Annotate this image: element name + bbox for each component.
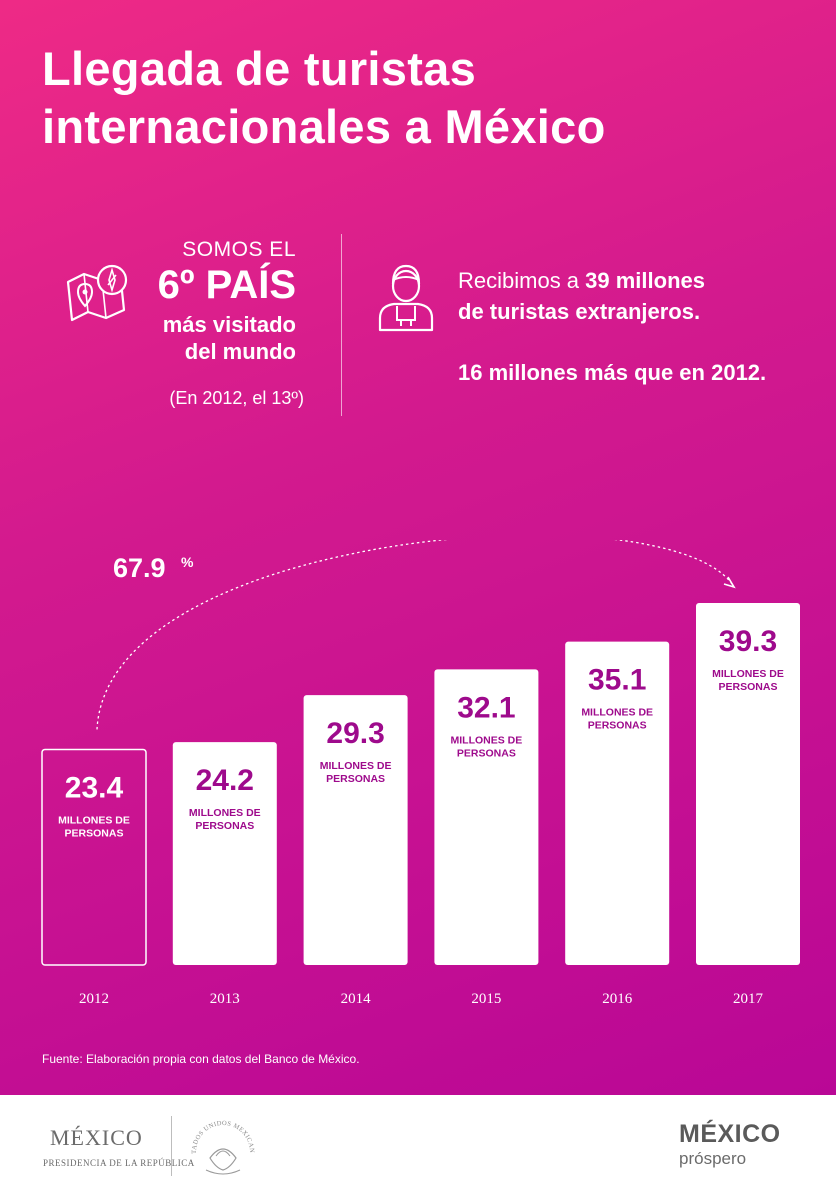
bar-unit-label: PERSONAS <box>457 747 516 759</box>
title-line-1: Llegada de turistas <box>42 42 477 95</box>
tourists-line-1: Recibimos a 39 millones <box>458 268 705 294</box>
bar-unit-label: MILLONES DE <box>189 807 261 819</box>
bar-unit-label: PERSONAS <box>65 827 124 839</box>
footer <box>0 1095 836 1200</box>
tourist-person-icon <box>378 264 434 332</box>
rank-line-1: más visitado <box>162 312 296 337</box>
bar-unit-label: MILLONES DE <box>712 668 784 680</box>
bar-2013 <box>172 742 277 965</box>
bar-unit-label: PERSONAS <box>326 773 385 785</box>
seal-text: ESTADOS UNIDOS MEXICANOS <box>186 1112 255 1154</box>
source-note: Fuente: Elaboración propia con datos del… <box>42 1052 360 1066</box>
bar-value-label: 35.1 <box>588 664 646 697</box>
infographic-poster: Llegada de turistas internacionales a Mé… <box>0 0 836 1095</box>
national-seal-icon: ESTADOS UNIDOS MEXICANOS <box>186 1112 255 1175</box>
rank-line-2: del mundo <box>184 339 296 364</box>
x-tick-label: 2013 <box>210 991 240 1007</box>
bar-value-label: 29.3 <box>326 717 384 750</box>
tourists-line-1-prefix: Recibimos a <box>458 268 586 293</box>
bar-unit-label: MILLONES DE <box>581 707 653 719</box>
bar-unit-label: MILLONES DE <box>58 814 130 826</box>
brand-logo-line-2: próspero <box>679 1149 747 1168</box>
bar-unit-label: PERSONAS <box>588 720 647 732</box>
bar-value-label: 24.2 <box>196 764 254 797</box>
rank-prefix: SOMOS EL <box>182 238 296 261</box>
bar-2015 <box>434 669 539 965</box>
tourists-increase: 16 millones más que en 2012. <box>458 360 767 385</box>
page-title: Llegada de turistas internacionales a Mé… <box>42 40 802 156</box>
bar-2014 <box>303 695 408 965</box>
brand-logo-line-1: MÉXICO <box>679 1120 781 1148</box>
stat-divider <box>341 234 342 416</box>
logo-separator <box>171 1116 172 1176</box>
bar-2012 <box>41 748 147 966</box>
bar-2016 <box>565 641 670 965</box>
x-tick-label: 2016 <box>602 991 633 1007</box>
bar-value-label: 39.3 <box>719 625 777 658</box>
growth-arrowhead <box>723 576 736 589</box>
map-compass-icon <box>66 264 128 322</box>
bar-value-label: 32.1 <box>457 691 515 724</box>
x-tick-label: 2012 <box>79 991 109 1007</box>
growth-label: 67.9 <box>113 553 166 583</box>
rank-value: 6º PAÍS <box>157 263 296 307</box>
x-tick-label: 2015 <box>471 991 501 1007</box>
x-tick-label: 2017 <box>733 991 764 1007</box>
bar-unit-label: PERSONAS <box>719 681 778 693</box>
rank-note: (En 2012, el 13º) <box>169 388 304 408</box>
tourists-line-1-bold: 39 millones <box>585 268 705 293</box>
tourists-line-2: de turistas extranjeros. <box>458 299 701 324</box>
bar-unit-label: MILLONES DE <box>451 734 523 746</box>
gov-logo-name: MÉXICO <box>50 1125 143 1150</box>
bar-unit-label: MILLONES DE <box>320 760 392 772</box>
svg-text:ESTADOS UNIDOS MEXICANOS: ESTADOS UNIDOS MEXICANOS <box>186 1112 255 1154</box>
growth-unit: % <box>181 554 194 570</box>
bar-unit-label: PERSONAS <box>195 820 254 832</box>
gov-logo-subtitle: PRESIDENCIA DE LA REPÚBLICA <box>43 1158 195 1168</box>
x-tick-label: 2014 <box>341 991 372 1007</box>
bar-value-label: 23.4 <box>65 771 124 804</box>
growth-arrow <box>96 540 735 730</box>
title-line-2: internacionales a México <box>42 100 606 153</box>
bar-2017 <box>696 603 800 965</box>
